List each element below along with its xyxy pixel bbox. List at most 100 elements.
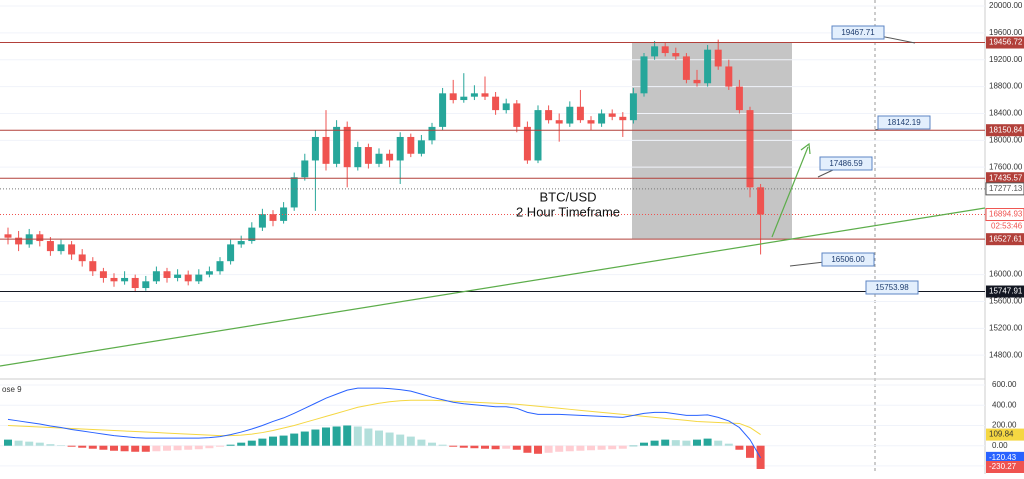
candle-body [725, 66, 733, 87]
histogram-bar [332, 426, 341, 446]
value-label: -230.27 [989, 462, 1017, 471]
histogram-bar [184, 445, 193, 450]
candle-body [375, 153, 383, 164]
level-tag [986, 285, 1024, 298]
histogram-bar [300, 431, 309, 446]
candle-body [481, 93, 489, 97]
candle-body [333, 126, 341, 164]
histogram-bar [406, 436, 415, 446]
histogram-bar [671, 440, 680, 446]
y-tick-label: 18000.00 [989, 135, 1023, 144]
value-tag [986, 451, 1024, 464]
candle-body [735, 86, 743, 111]
candle-body [619, 116, 627, 121]
histogram-bar [237, 442, 246, 446]
histogram-bar [693, 439, 701, 446]
annotation: BTC/USD [539, 189, 596, 204]
histogram-bar [343, 425, 352, 446]
histogram-bar [544, 445, 553, 453]
y-tick-label: 15600.00 [989, 297, 1023, 306]
candle-body [598, 113, 606, 124]
histogram-bar [78, 445, 87, 448]
candle-body [396, 136, 404, 161]
candle-body [386, 153, 394, 161]
level-label: 15747.91 [989, 287, 1023, 296]
candle-body [121, 277, 129, 282]
candle-body [682, 56, 690, 80]
histogram-bar [194, 445, 203, 450]
histogram-bar [618, 445, 627, 449]
callout-box [831, 25, 885, 40]
callout-box [865, 280, 919, 295]
candle-body [36, 234, 44, 242]
candle-body [672, 53, 680, 57]
candle-body [227, 244, 235, 262]
candle-body [534, 110, 542, 161]
highlight-box [632, 43, 792, 239]
histogram-bar [353, 426, 362, 446]
value-tag [986, 428, 1024, 441]
value-label: -120.43 [989, 453, 1017, 462]
candle-body [311, 136, 319, 161]
candle-body [608, 113, 616, 117]
candle-body [407, 136, 415, 154]
price-tag [985, 182, 1024, 196]
candle-body [449, 93, 457, 101]
histogram-bar [608, 445, 617, 450]
histogram-bar [216, 445, 224, 447]
candle-body [693, 79, 701, 84]
candle-body [290, 177, 298, 208]
y-tick-label: 600.00 [992, 380, 1017, 389]
candle-body [110, 277, 118, 282]
y-tick-label: 19200.00 [989, 55, 1023, 64]
candle-body [502, 103, 510, 111]
histogram-bar [269, 436, 277, 446]
histogram-bar [534, 445, 542, 454]
histogram-bar [682, 440, 691, 446]
histogram-bar [57, 445, 65, 446]
candle-body [46, 241, 54, 252]
histogram-bar [396, 434, 405, 446]
y-tick-label: 19600.00 [989, 28, 1023, 37]
histogram-bar [120, 445, 129, 452]
level-label: 18150.84 [989, 125, 1023, 134]
histogram-bar [110, 445, 118, 451]
histogram-bar [523, 445, 532, 453]
callout-label: 18142.19 [887, 118, 921, 127]
histogram-bar [4, 439, 12, 446]
candle-body [545, 110, 553, 121]
level-label: 17435.57 [989, 173, 1023, 182]
y-tick-label: 18800.00 [989, 82, 1023, 91]
arrow [771, 146, 809, 238]
histogram-bar [565, 445, 574, 452]
candle-body [640, 56, 648, 94]
annotation: 2 Hour Timeframe [516, 204, 620, 219]
candle-body [513, 103, 521, 127]
candle-body [205, 271, 213, 275]
histogram-bar [576, 445, 585, 451]
candle-body [364, 147, 372, 164]
histogram-bar [141, 445, 150, 452]
callout-label: 17486.59 [829, 159, 863, 168]
candle-body [492, 96, 500, 111]
candle-body [629, 93, 637, 121]
histogram-bar [714, 440, 723, 446]
candle-body [301, 160, 309, 178]
histogram-bar [163, 445, 171, 451]
histogram-bar [459, 445, 468, 448]
histogram-bar [491, 445, 500, 450]
y-tick-label: 18400.00 [989, 109, 1023, 118]
candle-body [152, 271, 160, 282]
candle-body [258, 214, 266, 228]
histogram-bar [131, 445, 140, 452]
candle-body [714, 49, 722, 67]
price-label: 16894.93 [989, 210, 1023, 219]
candle-body [439, 93, 447, 127]
candle-body [322, 136, 330, 164]
y-tick-label: 400.00 [992, 400, 1017, 409]
y-tick-label: 15200.00 [989, 323, 1023, 332]
candle-body [757, 187, 765, 215]
candle-body [523, 126, 531, 161]
histogram-bar [640, 442, 648, 446]
